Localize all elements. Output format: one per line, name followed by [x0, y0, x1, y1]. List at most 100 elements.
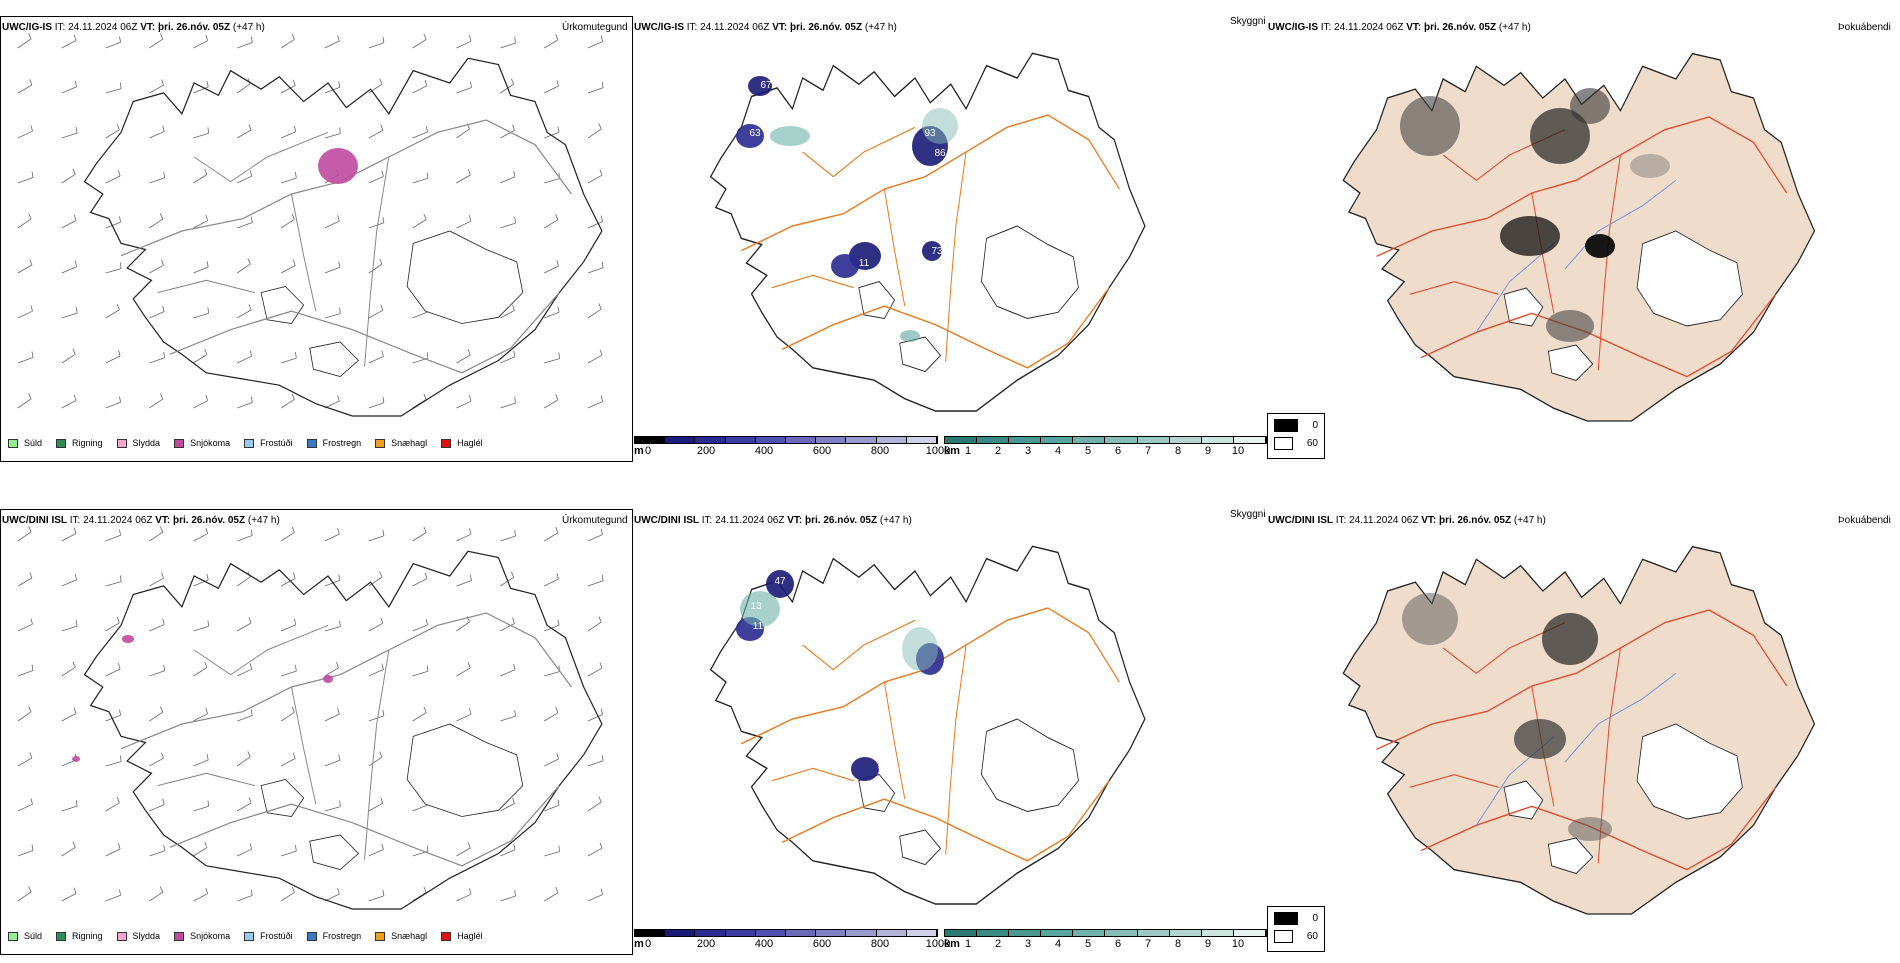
precip-legend-swatch — [306, 931, 317, 941]
it-label: IT: — [701, 515, 713, 526]
lead-time: (+47 h) — [232, 22, 265, 33]
fog-map — [1342, 545, 1816, 915]
precip-legend-label: Frostúði — [260, 438, 293, 448]
colorbar-m-tick: 800 — [870, 445, 890, 457]
colorbar-m-segment — [906, 437, 938, 443]
colorbar-m-segment — [635, 437, 666, 443]
precip-legend-item: Snjókoma — [174, 438, 230, 448]
colorbar-km-segment — [1041, 437, 1074, 443]
precip-legend-label: Snjókoma — [190, 438, 231, 448]
visibility-value-label: 95 — [877, 761, 889, 772]
colorbar-km-segment — [1169, 930, 1202, 936]
colorbar-m-segment — [876, 437, 907, 443]
precip-legend-item: Súld — [8, 931, 42, 941]
fog-legend-row: 0 — [1274, 419, 1318, 432]
fog-legend-row: 60 — [1274, 930, 1318, 943]
fog-legend: 0 60 — [1267, 906, 1325, 952]
precip-legend-label: Rigning — [72, 931, 103, 941]
colorbar-m-segment — [786, 930, 817, 936]
colorbar-km-segment — [1009, 930, 1042, 936]
visibility-value-label: 73 — [931, 246, 943, 257]
vt-value: þri. 26.nóv. 05Z — [1439, 515, 1512, 526]
visibility-value-label: 65 — [752, 110, 764, 121]
visibility-value-label: 13 — [750, 601, 762, 612]
fog-legend: 0 60 — [1267, 413, 1325, 459]
precip-map — [17, 526, 604, 910]
it-label: IT: — [54, 22, 66, 33]
vt-value: þri. 26.nóv. 05Z — [1424, 22, 1497, 33]
colorbar-m-tick: 400 — [754, 445, 774, 457]
visibility-map: 67 63 65 93 86 122 73 11 — [709, 52, 1146, 412]
colorbar-km-tick: 4 — [1054, 938, 1062, 950]
precip-legend-item: Frostúði — [244, 438, 293, 448]
precip-legend-swatch — [441, 931, 452, 941]
precip-legend-swatch — [8, 931, 18, 941]
colorbar-km-tick: 6 — [1114, 938, 1122, 950]
fog-legend-label: 0 — [1312, 420, 1318, 431]
colorbar-m-segment — [816, 437, 847, 443]
colorbar-km-segment — [1137, 930, 1170, 936]
fog-legend-swatch — [1274, 437, 1293, 450]
colorbar-km-tick: 10 — [1231, 445, 1245, 457]
precip-legend-label: Slydda — [132, 931, 161, 941]
colorbar-m-segment — [725, 437, 756, 443]
precip-legend-swatch — [174, 931, 185, 941]
precip-legend-label: Súld — [24, 931, 43, 941]
colorbar-km-tick: 2 — [994, 938, 1002, 950]
precip-legend-label: Frostregn — [322, 931, 362, 941]
vt-value: þri. 26.nóv. 05Z — [173, 515, 246, 526]
colorbar-km-segment — [1137, 437, 1170, 443]
colorbar-km-tick: 2 — [994, 445, 1002, 457]
colorbar-m-segment — [906, 930, 938, 936]
colorbar-km-segment — [1105, 930, 1138, 936]
colorbar-km-segment — [1169, 437, 1202, 443]
fog-title: Þokuábendi — [1838, 22, 1891, 33]
precip-legend-label: Snjókoma — [190, 931, 231, 941]
visibility-value-label: 11 — [753, 621, 764, 632]
colorbar-m-segment — [635, 930, 666, 936]
precip-legend: Súld Rigning Slydda Snjókoma Frostúði — [8, 438, 497, 448]
precip-legend-label: Súld — [24, 438, 43, 448]
colorbar-km-segment — [1201, 930, 1234, 936]
precip-legend-label: Snæhagl — [391, 438, 428, 448]
precip-legend-label: Frostúði — [260, 931, 293, 941]
forecast-row: UWC/DINI ISL IT: 24.11.2024 06Z VT: þri.… — [0, 493, 1900, 963]
colorbar-m-segment — [725, 930, 756, 936]
colorbar-m-segment — [786, 437, 817, 443]
colorbar-km-segment — [1201, 437, 1234, 443]
it-value: 24.11.2024 06Z — [1334, 22, 1404, 33]
fog-legend-row: 0 — [1274, 912, 1318, 925]
colorbar-m-segment — [695, 930, 726, 936]
panel-header: UWC/DINI ISL IT: 24.11.2024 06Z VT: þri.… — [2, 515, 280, 526]
lead-time: (+47 h) — [864, 22, 897, 33]
precip-legend-label: Haglél — [457, 931, 483, 941]
colorbar-km-tick: 7 — [1144, 938, 1152, 950]
colorbar-km-segment — [945, 437, 978, 443]
precip-panel-frame — [0, 16, 633, 462]
panel-header: UWC/IG-IS IT: 24.11.2024 06Z VT: þri. 26… — [1268, 22, 1531, 33]
vt-label: VT: — [1406, 22, 1422, 33]
precip-legend-item: Frostregn — [306, 931, 362, 941]
colorbar-km-tick: 6 — [1114, 445, 1122, 457]
visibility-value-label: 67 — [760, 80, 772, 91]
precip-map — [17, 33, 604, 417]
it-label: IT: — [1335, 515, 1347, 526]
precip-legend-item: Haglél — [441, 931, 483, 941]
model-name: UWC/DINI ISL — [1268, 515, 1333, 526]
colorbar-m-segment — [846, 437, 877, 443]
colorbar-km-segment — [1073, 930, 1106, 936]
visibility-value-label: 97 — [868, 781, 880, 792]
it-value: 24.11.2024 06Z — [700, 22, 770, 33]
vt-label: VT: — [772, 22, 788, 33]
vt-label: VT: — [787, 515, 803, 526]
precip-legend-swatch — [8, 438, 18, 448]
vt-value: þri. 26.nóv. 05Z — [158, 22, 231, 33]
precip-title: Úrkomutegund — [562, 515, 628, 526]
model-name: UWC/DINI ISL — [634, 515, 699, 526]
visibility-value-label: 122 — [944, 168, 961, 179]
colorbar-m-tick: 1000 — [925, 445, 951, 457]
vt-label: VT: — [155, 515, 171, 526]
precip-legend-swatch — [116, 931, 127, 941]
precip-legend-swatch — [441, 438, 452, 448]
panel-header: UWC/DINI ISL IT: 24.11.2024 06Z VT: þri.… — [634, 515, 912, 526]
